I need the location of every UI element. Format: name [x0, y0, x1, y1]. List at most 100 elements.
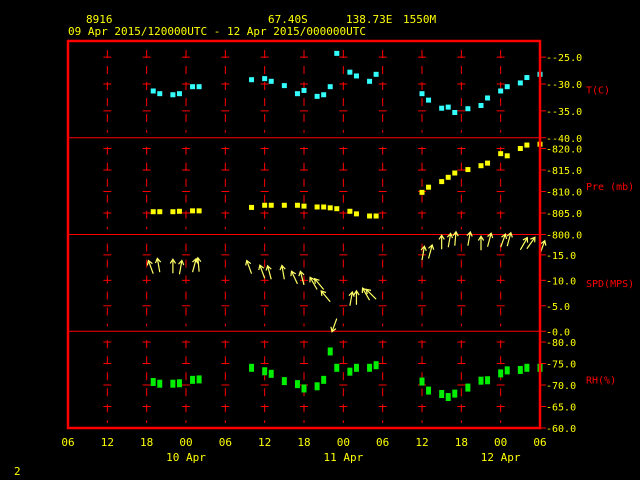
- pres-point: [321, 204, 327, 210]
- rh-point: [157, 379, 163, 388]
- pres-point: [281, 202, 287, 208]
- temp-point: [419, 91, 425, 97]
- plot-frame: [66, 39, 542, 430]
- rh-point: [150, 377, 156, 386]
- rh-point: [367, 363, 373, 372]
- rh-point: [190, 375, 196, 384]
- y-tick-label: --35.0: [546, 107, 582, 118]
- temp-point: [196, 84, 202, 90]
- pres-point: [524, 142, 530, 148]
- wind-arrow: [486, 232, 494, 247]
- rh-point: [452, 389, 458, 398]
- panel-label-wind: SPD(MPS): [586, 279, 634, 290]
- rh-point: [281, 377, 287, 386]
- y-tick-label: -65.0: [546, 403, 576, 414]
- wind-arrow: [178, 259, 185, 275]
- temp-point: [249, 77, 255, 83]
- pres-point: [347, 208, 353, 214]
- pres-point: [334, 206, 340, 212]
- x-tick-label: 00: [179, 436, 192, 449]
- pres-point: [327, 205, 333, 211]
- x-date-label: 11 Apr: [323, 451, 363, 464]
- rh-point: [439, 390, 445, 399]
- x-date-label: 10 Apr: [166, 451, 206, 464]
- station-lat: 67.40S: [268, 13, 308, 26]
- time-period: 09 Apr 2015/120000UTC - 12 Apr 2015/0000…: [68, 25, 366, 38]
- rh-point: [294, 380, 300, 389]
- y-tick-label: -70.0: [546, 381, 576, 392]
- y-tick-label: -15.0: [546, 251, 576, 262]
- x-tick-label: 00: [337, 436, 350, 449]
- wind-arrow: [169, 258, 177, 274]
- pres-point: [445, 174, 451, 180]
- header: 8916 67.40S 138.73E 1550M 09 Apr 2015/12…: [68, 13, 436, 38]
- temp-point: [190, 84, 196, 90]
- temp-point: [465, 106, 471, 112]
- temp-point: [524, 75, 530, 81]
- wind-arrow: [279, 264, 286, 280]
- wind-arrow: [313, 277, 325, 290]
- pres-point: [373, 213, 379, 219]
- x-tick-label: 06: [61, 436, 74, 449]
- y-tick-label: -810.0: [546, 188, 582, 199]
- y-tick-label: -820.0: [546, 145, 582, 156]
- rh-point: [327, 347, 333, 356]
- pres-point: [262, 202, 268, 208]
- rh-point: [249, 363, 255, 372]
- rh-point: [347, 367, 353, 376]
- rh-point: [517, 365, 523, 374]
- rh-point: [465, 383, 471, 392]
- wind-arrow: [348, 290, 355, 306]
- wind-arrow: [290, 270, 298, 285]
- x-date-label: 12 Apr: [481, 451, 521, 464]
- rh-point: [262, 367, 268, 376]
- wind-arrow: [420, 245, 427, 261]
- x-tick-label: 12: [101, 436, 114, 449]
- pres-point: [498, 151, 504, 157]
- temp-point: [426, 97, 432, 103]
- x-axis: 06 12 18 00 06 12 18 00 06 12 18 00 06 10 Apr 11 Apr 12…: [61, 436, 546, 464]
- wind-arrow: [365, 288, 377, 300]
- temp-point: [294, 91, 300, 97]
- y-tick-label: -5.0: [546, 302, 570, 313]
- temp-point: [327, 84, 333, 90]
- y-tick-label: -815.0: [546, 166, 582, 177]
- pres-point: [157, 209, 163, 215]
- y-axes: --40.0 --35.0 --30.0 --25.0 T(C) -800.0 -805.0…: [540, 53, 634, 435]
- pres-point: [314, 204, 320, 210]
- y-tick-label: -805.0: [546, 209, 582, 220]
- wind-arrow: [330, 318, 338, 333]
- wind-arrow: [477, 235, 485, 251]
- pres-point: [426, 184, 432, 190]
- rh-point: [426, 386, 432, 395]
- pres-point: [452, 170, 458, 176]
- y-tick-label: -75.0: [546, 360, 576, 371]
- x-tick-label: 00: [494, 436, 507, 449]
- pres-point: [367, 213, 373, 219]
- temp-point: [157, 91, 163, 97]
- pres-point: [294, 202, 300, 208]
- wind-arrow: [438, 234, 445, 250]
- temp-point: [498, 88, 504, 94]
- temp-point: [517, 80, 523, 86]
- temp-point: [439, 105, 445, 111]
- temp-point: [262, 76, 268, 82]
- rh-point: [485, 376, 491, 385]
- wind-arrow: [146, 259, 154, 274]
- temp-point: [170, 92, 176, 98]
- y-tick-label: -60.0: [546, 424, 576, 435]
- pres-point: [517, 146, 523, 151]
- rh-point: [504, 366, 510, 375]
- station-elevation: 1550M: [403, 13, 436, 26]
- wind-arrow: [265, 264, 272, 280]
- wind-arrow: [309, 276, 318, 290]
- rh-point: [321, 375, 327, 384]
- y-tick-label: -0.0: [546, 327, 570, 338]
- wind-arrow: [154, 257, 162, 273]
- temp-point: [334, 50, 340, 56]
- pres-point: [150, 209, 156, 215]
- y-tick-label: -800.0: [546, 231, 582, 242]
- x-tick-label: 18: [140, 436, 153, 449]
- wind-arrow: [500, 233, 508, 248]
- rh-point: [334, 363, 340, 372]
